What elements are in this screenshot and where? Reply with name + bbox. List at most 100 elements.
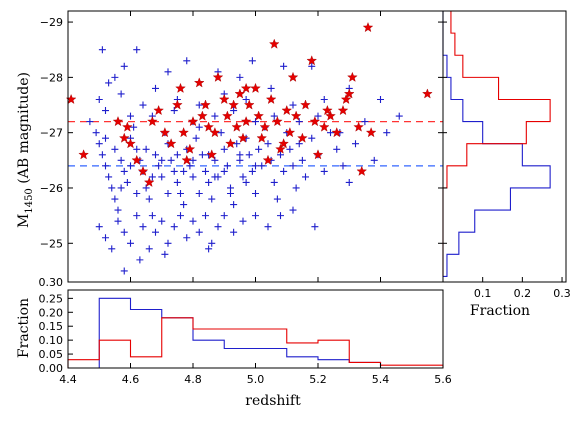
red-star-point-18 [203,121,214,132]
red-star-point-52 [343,88,355,99]
blue-plus-point-129 [252,212,259,220]
blue-plus-point-146 [270,112,278,120]
blue-plus-point-150 [111,145,119,153]
red-star-point-31 [250,82,261,93]
bottom-y-axis-label: Fraction [16,298,32,358]
red-star-point-61 [197,110,208,121]
red-star-point-21 [212,71,224,82]
blue-plus-point-164 [164,190,172,198]
blue-plus-point-145 [252,118,259,126]
red-star-point-63 [262,154,274,165]
blue-plus-point-56 [186,162,194,170]
blue-plus-point-121 [189,217,197,225]
blue-plus-point-12 [102,107,109,115]
blue-plus-point-85 [277,151,284,159]
blue-plus-point-57 [189,173,197,181]
blue-plus-point-15 [152,84,159,92]
blue-plus-point-13 [117,90,125,98]
red-star-point-28 [237,132,249,143]
red-star-point-54 [353,121,364,132]
red-star-point-5 [125,138,136,149]
blue-plus-point-117 [164,239,172,247]
red-star-point-39 [281,104,293,116]
y-axis-label: M1450 (AB magnitude) [16,72,35,228]
blue-plus-point-8 [248,57,256,65]
blue-plus-point-125 [214,223,222,231]
blue-plus-point-122 [195,228,203,236]
red-star-point-19 [206,149,218,160]
blue-plus-point-134 [120,267,128,275]
red-star-point-13 [178,127,189,138]
red-star-point-40 [284,127,296,138]
red-star-point-7 [143,176,155,187]
bottom-y-tick-label-3: 0.15 [39,320,64,333]
blue-plus-point-83 [270,178,278,186]
bottom-x-tick-label-0: 4.4 [59,373,77,386]
blue-plus-point-159 [252,162,259,170]
red-star-point-9 [159,127,171,138]
red-star-point-35 [265,93,277,104]
blue-plus-point-45 [152,151,159,159]
blue-plus-point-113 [139,223,147,231]
red-star-point-17 [200,99,211,110]
red-star-point-42 [290,110,302,121]
red-star-point-2 [112,116,124,127]
bottom-x-tick-label-6: 5.6 [434,373,452,386]
x-axis-label: redshift [245,393,301,409]
blue-plus-point-124 [208,239,216,247]
blue-magnitude-histogram [442,11,551,278]
blue-plus-point-111 [127,239,134,247]
blue-plus-point-54 [180,201,188,209]
blue-plus-point-28 [98,151,106,159]
red-star-point-46 [309,116,321,127]
blue-plus-point-53 [177,190,184,198]
blue-plus-point-76 [248,167,256,175]
blue-plus-point-152 [142,145,150,153]
blue-plus-point-128 [239,217,247,225]
blue-plus-point-9 [280,62,288,70]
blue-plus-point-96 [320,167,328,175]
blue-plus-point-70 [230,201,238,209]
blue-plus-point-1 [133,46,141,54]
red-star-point-51 [337,104,349,116]
blue-plus-point-25 [86,118,94,126]
blue-plus-point-139 [127,112,134,120]
corner-tick-label: 0.30 [39,276,64,289]
blue-plus-point-138 [105,79,113,87]
blue-plus-point-60 [198,151,206,159]
blue-plus-point-136 [161,250,169,258]
blue-plus-point-161 [117,184,125,192]
blue-plus-point-100 [345,178,353,186]
scatter-panel: −29 −28 −27 −26 −25 0.30 [39,10,444,289]
blue-plus-point-19 [242,95,250,103]
right-x-tick-label-1: 0.2 [514,287,532,300]
blue-plus-point-36 [123,178,131,186]
red-star-point-65 [322,104,333,116]
bottom-x-tick-label-1: 4.6 [122,373,140,386]
blue-plus-point-24 [377,95,384,103]
red-star-point-1 [78,149,89,160]
bottom-y-tick-label-5: 0.25 [39,292,64,305]
y-tick-label-4: −25 [40,237,63,250]
red-star-point-25 [228,99,239,110]
blue-plus-point-7 [236,73,244,81]
blue-plus-point-93 [302,173,309,181]
blue-plus-point-132 [289,206,297,214]
blue-plus-point-97 [327,129,334,137]
blue-plus-point-98 [333,145,341,153]
blue-plus-point-104 [383,129,391,137]
right-frame [442,10,567,283]
blue-plus-point-165 [180,167,188,175]
blue-plus-point-141 [170,107,178,115]
blue-plus-point-52 [173,178,181,186]
red-star-point-64 [278,138,289,149]
red-star-point-47 [312,149,324,160]
blue-plus-point-168 [227,190,234,198]
blue-plus-point-167 [211,173,219,181]
red-star-point-67 [147,116,158,127]
y-tick-label-1: −28 [40,71,63,84]
blue-plus-point-73 [239,173,247,181]
red-star-point-53 [347,71,358,82]
bottom-y-tick-label-0: 0.00 [39,362,64,375]
blue-plus-point-14 [139,101,147,109]
